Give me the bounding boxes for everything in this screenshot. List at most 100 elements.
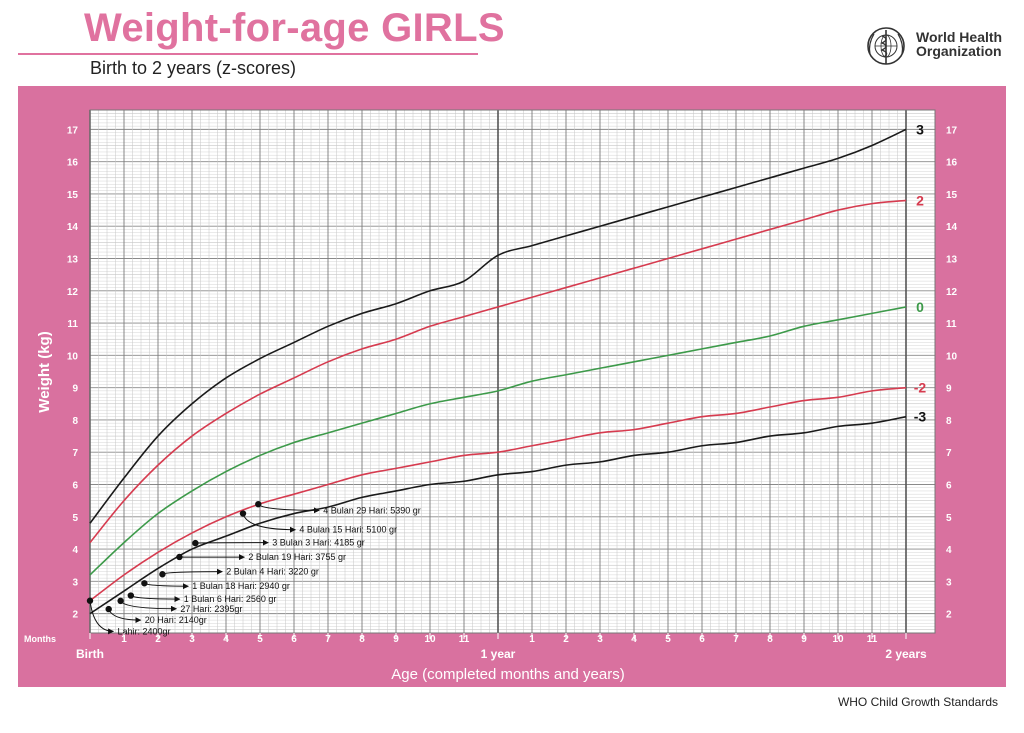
y-tick-label-right: 5 <box>946 513 952 524</box>
months-label: Months <box>24 634 56 644</box>
x-tick-label: 2 <box>155 634 161 645</box>
zscore-label--2: -2 <box>914 380 927 396</box>
y-tick-label-right: 3 <box>946 577 952 588</box>
y-tick-label-left: 4 <box>72 545 78 556</box>
data-point <box>159 571 166 578</box>
x-tick-label: 11 <box>459 634 470 645</box>
x-tick-label: 5 <box>257 634 263 645</box>
x-tick-label: 5 <box>665 634 671 645</box>
x-tick-label: 3 <box>597 634 603 645</box>
data-point <box>141 580 148 587</box>
data-point <box>192 539 199 547</box>
annotation-arrow <box>89 600 115 635</box>
x-tick-label: 3 <box>189 634 195 645</box>
zscore-lines <box>89 128 907 615</box>
x-tick-label: 10 <box>424 634 436 645</box>
y-tick-label-right: 4 <box>946 545 952 556</box>
x-tick-label: 1 year <box>481 647 516 661</box>
zscore-line-3 <box>89 128 907 524</box>
y-tick-label-left: 10 <box>67 351 79 362</box>
organization-name-line1: World Health <box>916 29 1003 45</box>
x-tick-label: 4 <box>631 634 637 645</box>
y-tick-label-left: 15 <box>67 190 79 201</box>
annotation-label: 1 Bulan 18 Hari: 2940 gr <box>192 581 290 591</box>
who-emblem-icon <box>867 27 905 65</box>
x-tick-label: 6 <box>291 634 297 645</box>
annotation-label: 27 Hari: 2395gr <box>180 604 242 614</box>
y-tick-label-left: 11 <box>67 319 78 330</box>
y-tick-label-left: 12 <box>67 287 79 298</box>
zscore-line-0 <box>89 306 907 576</box>
y-tick-label-left: 16 <box>67 158 79 169</box>
zscore-line-2 <box>89 199 907 544</box>
y-axis-title: Weight (kg) <box>36 331 53 412</box>
plot-border <box>89 109 936 634</box>
data-point <box>239 510 247 517</box>
x-tick-label: 10 <box>832 634 844 645</box>
zscore-label-0: 0 <box>916 299 924 315</box>
y-tick-label-right: 7 <box>946 448 952 459</box>
emblem-laurel-left <box>868 33 875 55</box>
x-tick-label: 11 <box>867 634 878 645</box>
zscore-line--2 <box>89 386 907 602</box>
y-tick-label-left: 17 <box>67 125 79 136</box>
y-tick-label-right: 8 <box>946 416 952 427</box>
organization-name-line2: Organization <box>916 43 1002 59</box>
x-tick-label: 1 <box>121 634 127 645</box>
y-tick-label-right: 10 <box>946 351 958 362</box>
page-title: Weight-for-age GIRLS <box>84 6 505 50</box>
x-tick-label: 8 <box>359 634 365 645</box>
zscore-label-3: 3 <box>916 121 924 137</box>
y-tick-label-left: 2 <box>72 610 78 621</box>
emblem-laurel-right <box>897 33 904 55</box>
y-tick-label-right: 6 <box>946 480 952 491</box>
annotation-label: 4 Bulan 15 Hari: 5100 gr <box>299 525 397 535</box>
x-tick-label: 9 <box>801 634 807 645</box>
data-point <box>105 605 112 613</box>
annotation-label: 4 Bulan 29 Hari: 5390 gr <box>323 505 421 515</box>
zscore-label--3: -3 <box>914 409 927 425</box>
y-tick-label-left: 13 <box>67 255 79 266</box>
y-tick-label-right: 16 <box>946 158 958 169</box>
zscore-label-2: 2 <box>916 192 924 208</box>
y-tick-label-left: 3 <box>72 577 78 588</box>
y-tick-label-right: 11 <box>946 319 957 330</box>
x-tick-label: 4 <box>223 634 229 645</box>
y-tick-label-right: 15 <box>946 190 958 201</box>
annotation-label: 2 Bulan 19 Hari: 3755 gr <box>248 552 346 562</box>
data-point <box>255 500 262 508</box>
emblem-serpent <box>880 35 888 58</box>
y-tick-label-right: 17 <box>946 125 958 136</box>
y-tick-label-left: 14 <box>67 222 79 233</box>
x-tick-label: 9 <box>393 634 399 645</box>
y-tick-label-left: 5 <box>72 513 78 524</box>
y-tick-label-left: 6 <box>72 480 78 491</box>
y-tick-label-right: 2 <box>946 610 952 621</box>
annotation-label: 2 Bulan 4 Hari: 3220 gr <box>226 567 319 577</box>
y-tick-label-right: 9 <box>946 384 952 395</box>
x-tick-label: 8 <box>767 634 773 645</box>
annotation-label: 3 Bulan 3 Hari: 4185 gr <box>272 538 365 548</box>
y-tick-label-left: 7 <box>72 448 78 459</box>
x-tick-label: 2 <box>563 634 569 645</box>
y-tick-label-right: 14 <box>946 222 958 233</box>
x-tick-label: 2 years <box>885 647 927 661</box>
data-point <box>117 597 124 605</box>
x-axis-title: Age (completed months and years) <box>391 666 624 683</box>
y-tick-label-right: 12 <box>946 287 958 298</box>
annotation-label: 20 Hari: 2140gr <box>145 615 207 625</box>
data-point <box>176 553 183 561</box>
data-point <box>127 592 134 599</box>
x-tick-label: 1 <box>529 634 535 645</box>
x-tick-label: 6 <box>699 634 705 645</box>
data-point <box>86 597 94 604</box>
footer-text: WHO Child Growth Standards <box>837 695 998 709</box>
y-tick-label-left: 8 <box>72 416 78 427</box>
page-subtitle: Birth to 2 years (z-scores) <box>90 58 297 78</box>
y-tick-label-right: 13 <box>946 255 958 266</box>
zscore-line--3 <box>89 415 907 615</box>
annotation-label: Lahir: 2400gr <box>118 626 171 636</box>
